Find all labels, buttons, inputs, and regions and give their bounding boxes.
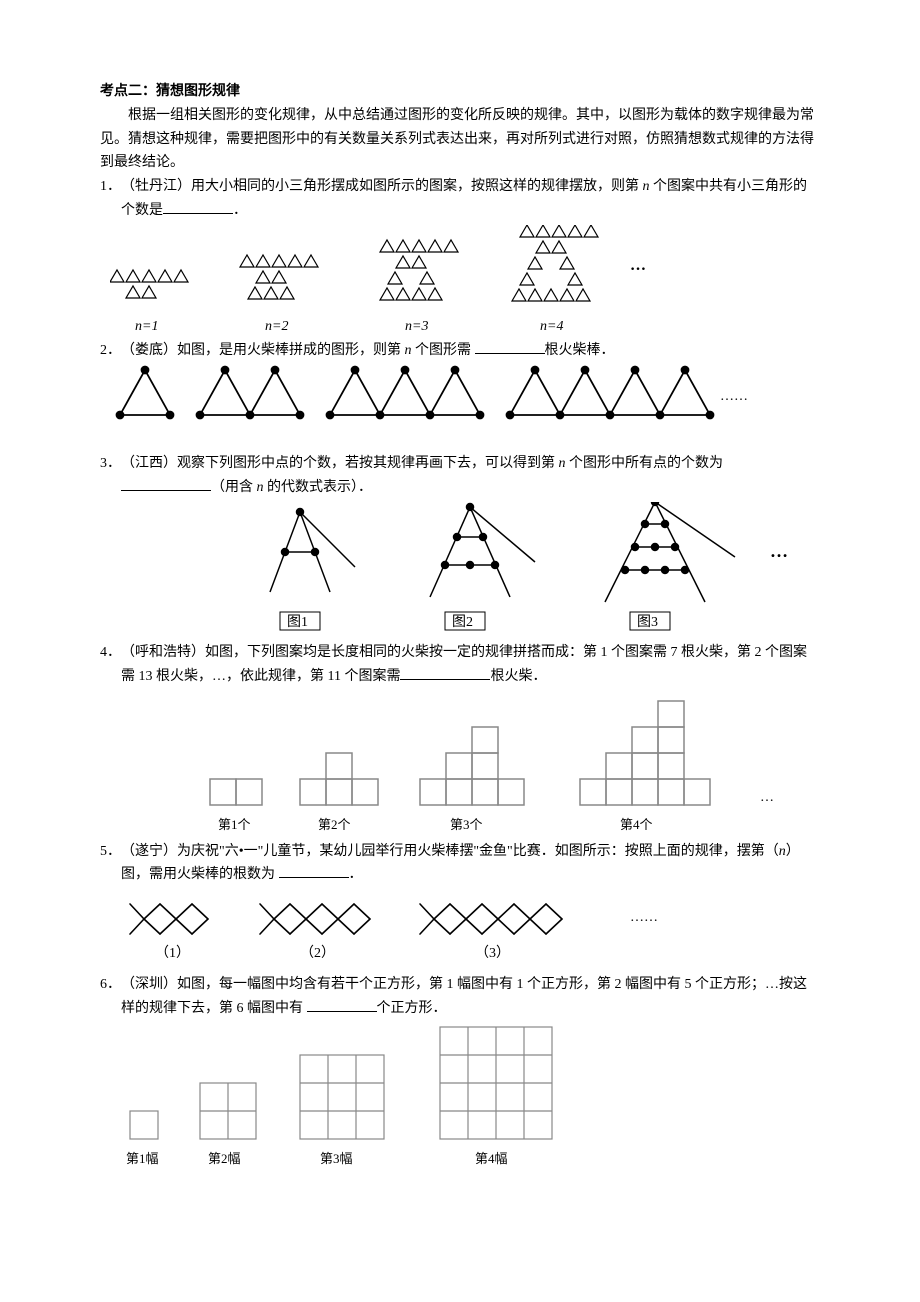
q1-figure: … n=1 n=2 n=3 n=4 — [100, 225, 820, 335]
svg-text:第3个: 第3个 — [450, 817, 483, 832]
svg-text:……: …… — [630, 910, 658, 925]
q1-text-a: （牡丹江）用大小相同的小三角形摆成如图所示的图案，按照这样的规律摆放，则第 — [121, 179, 643, 194]
q2-text-c: 根火柴棒． — [545, 343, 615, 358]
q3-n: n — [559, 456, 566, 471]
q5-number: 5． — [100, 840, 121, 888]
q4-blank — [400, 665, 490, 680]
intro-paragraph: 根据一组相关图形的变化规律，从中总结通过图形的变化所反映的规律。其中，以图形为载… — [100, 104, 820, 175]
svg-text:图1: 图1 — [287, 615, 308, 630]
q3-blank — [121, 476, 211, 491]
q5-figure: …… （1） （2） （3） — [100, 889, 820, 969]
q2-figure: …… — [100, 365, 820, 449]
q6-blank — [307, 997, 377, 1012]
q4-text-b: 根火柴． — [490, 669, 546, 684]
q5-text-c: ． — [349, 867, 363, 882]
svg-text:第4个: 第4个 — [620, 817, 653, 832]
q3-text-d: 的代数式表示）． — [264, 480, 373, 495]
q4-number: 4． — [100, 641, 121, 689]
svg-text:第1幅: 第1幅 — [126, 1151, 159, 1166]
svg-text:图2: 图2 — [452, 615, 473, 630]
q3-point-trees: … 图1 图2 图3 — [220, 502, 800, 637]
svg-text:n=3: n=3 — [405, 319, 428, 334]
svg-text:（3）: （3） — [475, 945, 510, 961]
svg-text:（2）: （2） — [300, 945, 335, 961]
q1-triangle-patterns: … n=1 n=2 n=3 n=4 — [110, 225, 670, 335]
q5-blank — [279, 863, 349, 878]
q6-text-b: 个正方形． — [377, 1001, 447, 1016]
q2-blank — [475, 339, 545, 354]
question-3: 3． （江西）观察下列图形中点的个数，若按其规律再画下去，可以得到第 n 个图形… — [100, 452, 820, 500]
q3-text-a: （江西）观察下列图形中点的个数，若按其规律再画下去，可以得到第 — [121, 456, 559, 471]
q5-goldfish: …… （1） （2） （3） — [120, 889, 770, 969]
svg-text:第4幅: 第4幅 — [475, 1151, 508, 1166]
q5-text-a: （遂宁）为庆祝"六•一"儿童节，某幼儿园举行用火柴棒摆"金鱼"比赛．如图所示：按… — [121, 844, 779, 859]
svg-text:第3幅: 第3幅 — [320, 1151, 353, 1166]
svg-text:…: … — [630, 257, 646, 274]
svg-text:第2个: 第2个 — [318, 817, 351, 832]
svg-text:n=1: n=1 — [135, 319, 158, 334]
svg-text:（1）: （1） — [155, 945, 190, 961]
q1-blank — [163, 199, 233, 214]
q1-text-c: ． — [233, 203, 247, 218]
q6-square-grids: 第1幅 第2幅 第3幅 第4幅 — [120, 1023, 680, 1168]
svg-text:第2幅: 第2幅 — [208, 1151, 241, 1166]
q2-text-a: （娄底）如图，是用火柴棒拼成的图形，则第 — [121, 343, 405, 358]
question-5: 5． （遂宁）为庆祝"六•一"儿童节，某幼儿园举行用火柴棒摆"金鱼"比赛．如图所… — [100, 840, 820, 888]
svg-text:第1个: 第1个 — [218, 817, 251, 832]
q3-text-b: 个图形中所有点的个数为 — [566, 456, 724, 471]
q5-n: n — [779, 844, 786, 859]
svg-text:n=4: n=4 — [540, 319, 563, 334]
q3-n2: n — [257, 480, 264, 495]
question-2: 2． （娄底）如图，是用火柴棒拼成的图形，则第 n 个图形需 根火柴棒． — [100, 339, 820, 363]
q6-text-a: （深圳）如图，每一幅图中均含有若干个正方形，第 1 幅图中有 1 个正方形，第 … — [121, 977, 807, 1016]
question-6: 6． （深圳）如图，每一幅图中均含有若干个正方形，第 1 幅图中有 1 个正方形… — [100, 973, 820, 1021]
svg-text:n=2: n=2 — [265, 319, 288, 334]
svg-text:图3: 图3 — [637, 615, 658, 630]
q2-text-b: 个图形需 — [412, 343, 475, 358]
q1-n: n — [643, 179, 650, 194]
q3-figure: … 图1 图2 图3 — [100, 502, 820, 637]
q6-number: 6． — [100, 973, 121, 1021]
q2-number: 2． — [100, 339, 121, 363]
q4-matchstick-squares: … 第1个 第2个 第3个 第4个 — [200, 691, 820, 836]
q2-matchstick-triangles — [110, 365, 730, 425]
svg-text:…: … — [770, 541, 788, 561]
svg-text:…: … — [760, 790, 774, 805]
q1-number: 1． — [100, 175, 121, 223]
q3-text-c: （用含 — [211, 480, 257, 495]
question-4: 4． （呼和浩特）如图，下列图案均是长度相同的火柴按一定的规律拼搭而成：第 1 … — [100, 641, 820, 689]
q2-ellipsis: …… — [720, 385, 748, 409]
question-1: 1． （牡丹江）用大小相同的小三角形摆成如图所示的图案，按照这样的规律摆放，则第… — [100, 175, 820, 223]
q6-figure: 第1幅 第2幅 第3幅 第4幅 — [100, 1023, 820, 1168]
section-title: 考点二：猜想图形规律 — [100, 80, 820, 104]
q4-figure: … 第1个 第2个 第3个 第4个 — [100, 691, 820, 836]
q3-number: 3． — [100, 452, 121, 500]
q2-n: n — [405, 343, 412, 358]
